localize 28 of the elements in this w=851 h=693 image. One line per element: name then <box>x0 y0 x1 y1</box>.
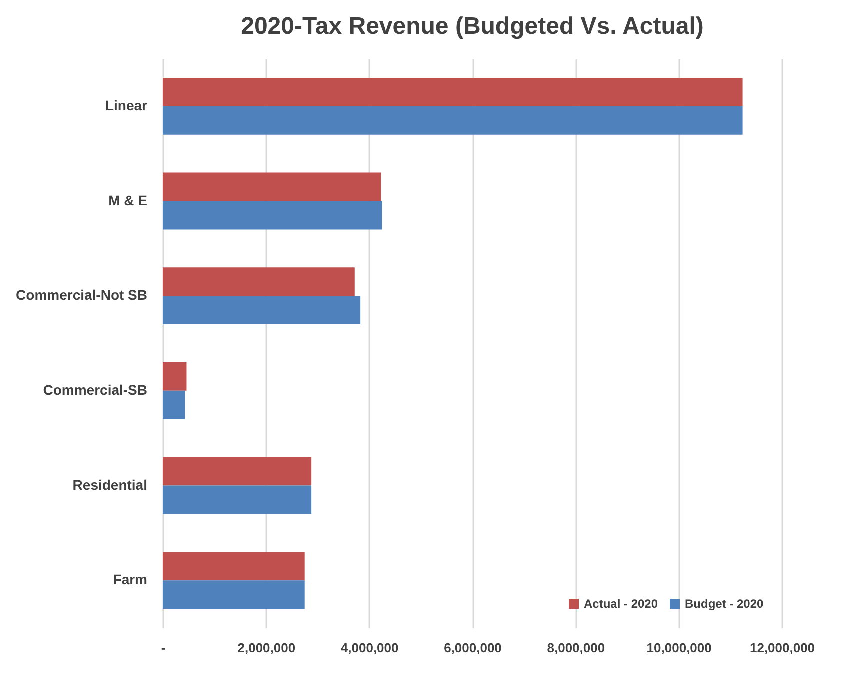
y-tick-label: Commercial-SB <box>43 382 148 398</box>
bar <box>163 106 743 135</box>
y-tick-label: Commercial-Not SB <box>16 287 148 304</box>
bar <box>163 390 186 420</box>
x-tick-label: 12,000,000 <box>750 640 816 656</box>
chart-title: 2020-Tax Revenue (Budgeted Vs. Actual) <box>241 13 704 40</box>
x-tick-label: 8,000,000 <box>547 640 606 656</box>
y-tick-label: M & E <box>108 192 148 208</box>
bar <box>163 268 355 296</box>
bar <box>163 78 743 106</box>
bar <box>163 580 305 610</box>
bar <box>163 457 312 486</box>
x-tick-label: 10,000,000 <box>646 640 712 656</box>
y-tick-label: Residential <box>72 476 148 493</box>
bar <box>163 172 382 202</box>
y-tick-label: Linear <box>105 97 148 114</box>
legend-label: Actual - 2020 <box>584 597 658 611</box>
bar <box>163 362 187 391</box>
x-tick-label: - <box>161 640 166 656</box>
x-tick-label: 6,000,000 <box>444 640 502 656</box>
x-tick-label: 4,000,000 <box>340 640 399 656</box>
bar <box>163 296 361 325</box>
y-tick-label: Farm <box>113 572 148 588</box>
bar <box>163 552 305 581</box>
bar <box>163 486 312 514</box>
bar <box>163 201 382 230</box>
x-tick-label: 2,000,000 <box>238 640 296 656</box>
legend-label: Budget - 2020 <box>685 597 764 611</box>
